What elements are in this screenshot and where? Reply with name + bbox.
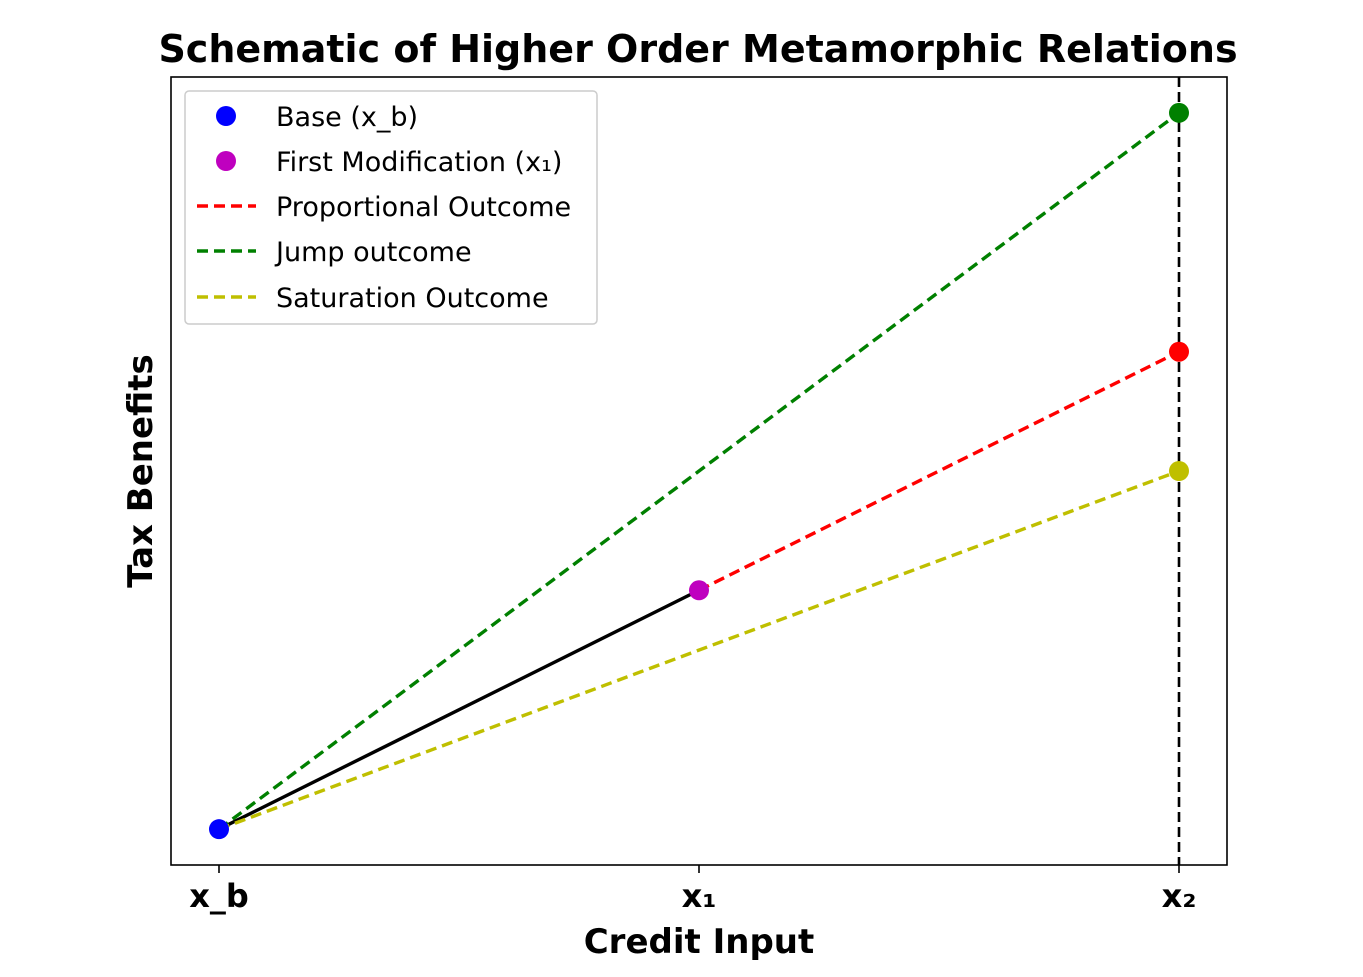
legend-label-4: Jump outcome [274,237,472,268]
data-point-5 [1169,461,1189,481]
legend-box [184,90,598,325]
plot-area [209,77,1189,865]
y-axis-label: Tax Benefits [121,354,161,587]
legend-marker-2 [216,151,236,171]
legend: Base (x_b) First Modification (x₁) Proport… [184,90,598,325]
data-point-2 [689,580,709,601]
legend-label-2: First Modification (x₁) [276,147,562,178]
x-tick-label-3: x₂ [1162,877,1197,915]
legend-label-5: Saturation Outcome [276,283,549,314]
x-tick-label-1: x_b [189,877,249,915]
data-point-3 [1169,341,1189,362]
legend-label-3: Proportional Outcome [276,192,571,223]
data-point-1 [209,819,229,840]
x-axis-ticks: x_b x₁ x₂ [189,865,1196,915]
x-tick-label-2: x₁ [682,877,717,915]
series-line-base-to-first-modification [218,588,700,831]
series-line-jump-outcome [217,111,1181,831]
data-point-4 [1169,102,1189,123]
x-axis-label: Credit Input [584,922,815,962]
chart-title: Schematic of Higher Order Metamorphic Re… [158,27,1237,71]
series-line-saturation-outcome [218,469,1180,831]
series-line-proportional-outcome [698,350,1180,592]
legend-label-1: Base (x_b) [276,102,418,133]
legend-marker-1 [216,106,236,126]
